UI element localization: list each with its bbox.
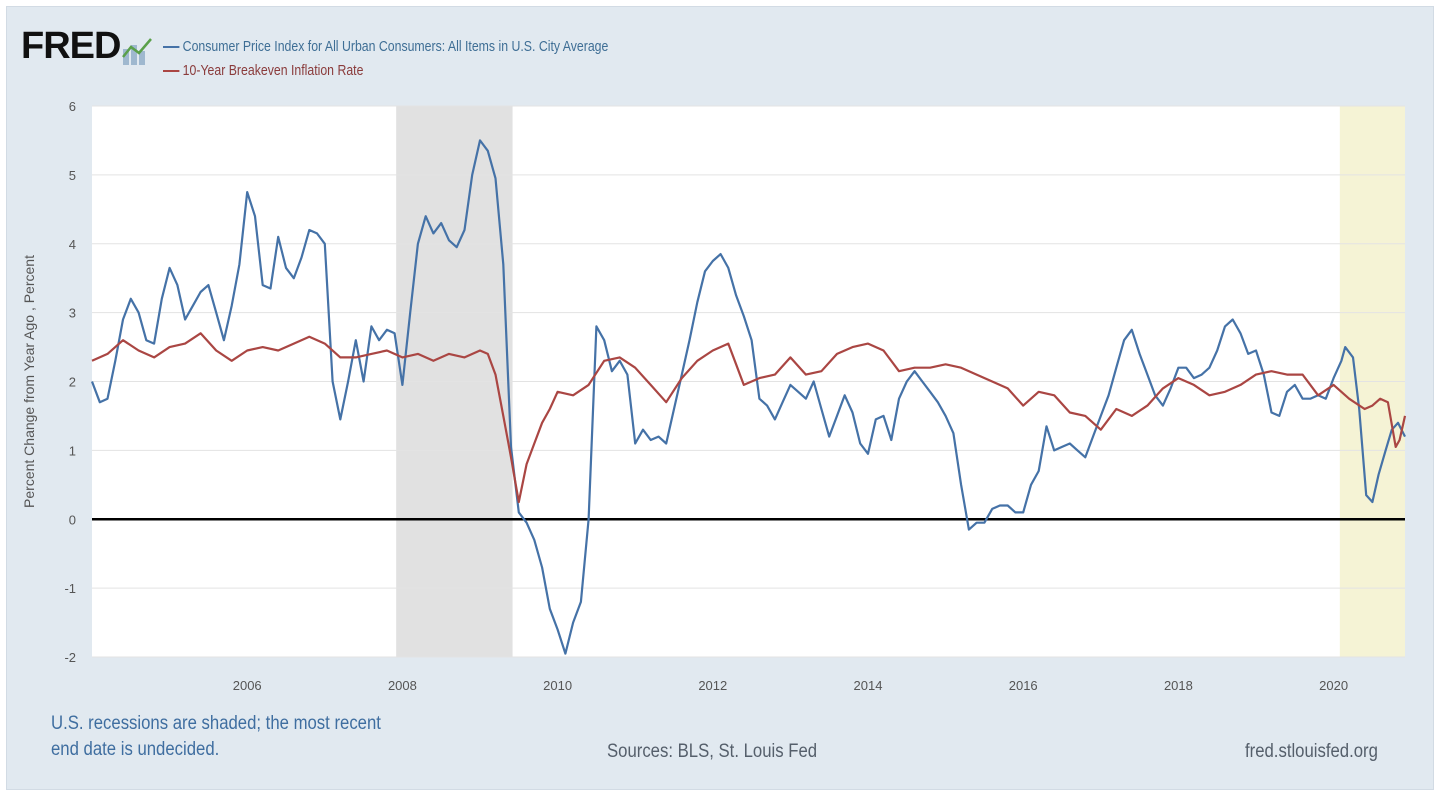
- y-tick-label: -1: [64, 581, 76, 596]
- x-tick-label: 2010: [543, 678, 572, 693]
- x-tick-label: 2012: [698, 678, 727, 693]
- legend-label-cpi: Consumer Price Index for All Urban Consu…: [182, 38, 609, 55]
- x-tick-label: 2006: [233, 678, 262, 693]
- x-tick-label: 2008: [388, 678, 417, 693]
- y-tick-label: 0: [69, 512, 76, 527]
- y-tick-label: 3: [69, 306, 76, 321]
- y-tick-label: 2: [69, 375, 76, 390]
- x-tick-label: 2016: [1009, 678, 1038, 693]
- x-tick-label: 2014: [854, 678, 883, 693]
- recession-note-line2: end date is undecided.: [51, 739, 220, 760]
- sources-text: Sources: BLS, St. Louis Fed: [607, 741, 818, 762]
- legend-item-breakeven: 10-Year Breakeven Inflation Rate: [163, 62, 363, 79]
- x-tick-label: 2020: [1319, 678, 1348, 693]
- y-tick-label: -2: [64, 650, 76, 665]
- series-line-2: [91, 332, 1407, 504]
- legend-swatch-cpi: [163, 46, 180, 49]
- y-axis-label: Percent Change from Year Ago , Percent: [21, 255, 37, 508]
- recession-note: U.S. recessions are shaded; the most rec…: [51, 711, 381, 763]
- y-tick-label: 1: [69, 443, 76, 458]
- legend-swatch-breakeven: [163, 70, 180, 73]
- fred-chart-logo-icon: [122, 38, 152, 65]
- site-link[interactable]: fred.stlouisfed.org: [1245, 741, 1378, 762]
- y-tick-label: 5: [69, 168, 76, 183]
- x-tick-label: 2018: [1164, 678, 1193, 693]
- series-line-1: [90, 139, 1406, 655]
- legend-item-cpi: Consumer Price Index for All Urban Consu…: [163, 38, 608, 55]
- fred-logo: FRED: [21, 25, 121, 67]
- recession-note-line1: U.S. recessions are shaded; the most rec…: [51, 713, 381, 734]
- legend-label-breakeven: 10-Year Breakeven Inflation Rate: [182, 62, 364, 79]
- y-tick-label: 4: [69, 237, 76, 252]
- y-tick-label: 6: [69, 99, 76, 114]
